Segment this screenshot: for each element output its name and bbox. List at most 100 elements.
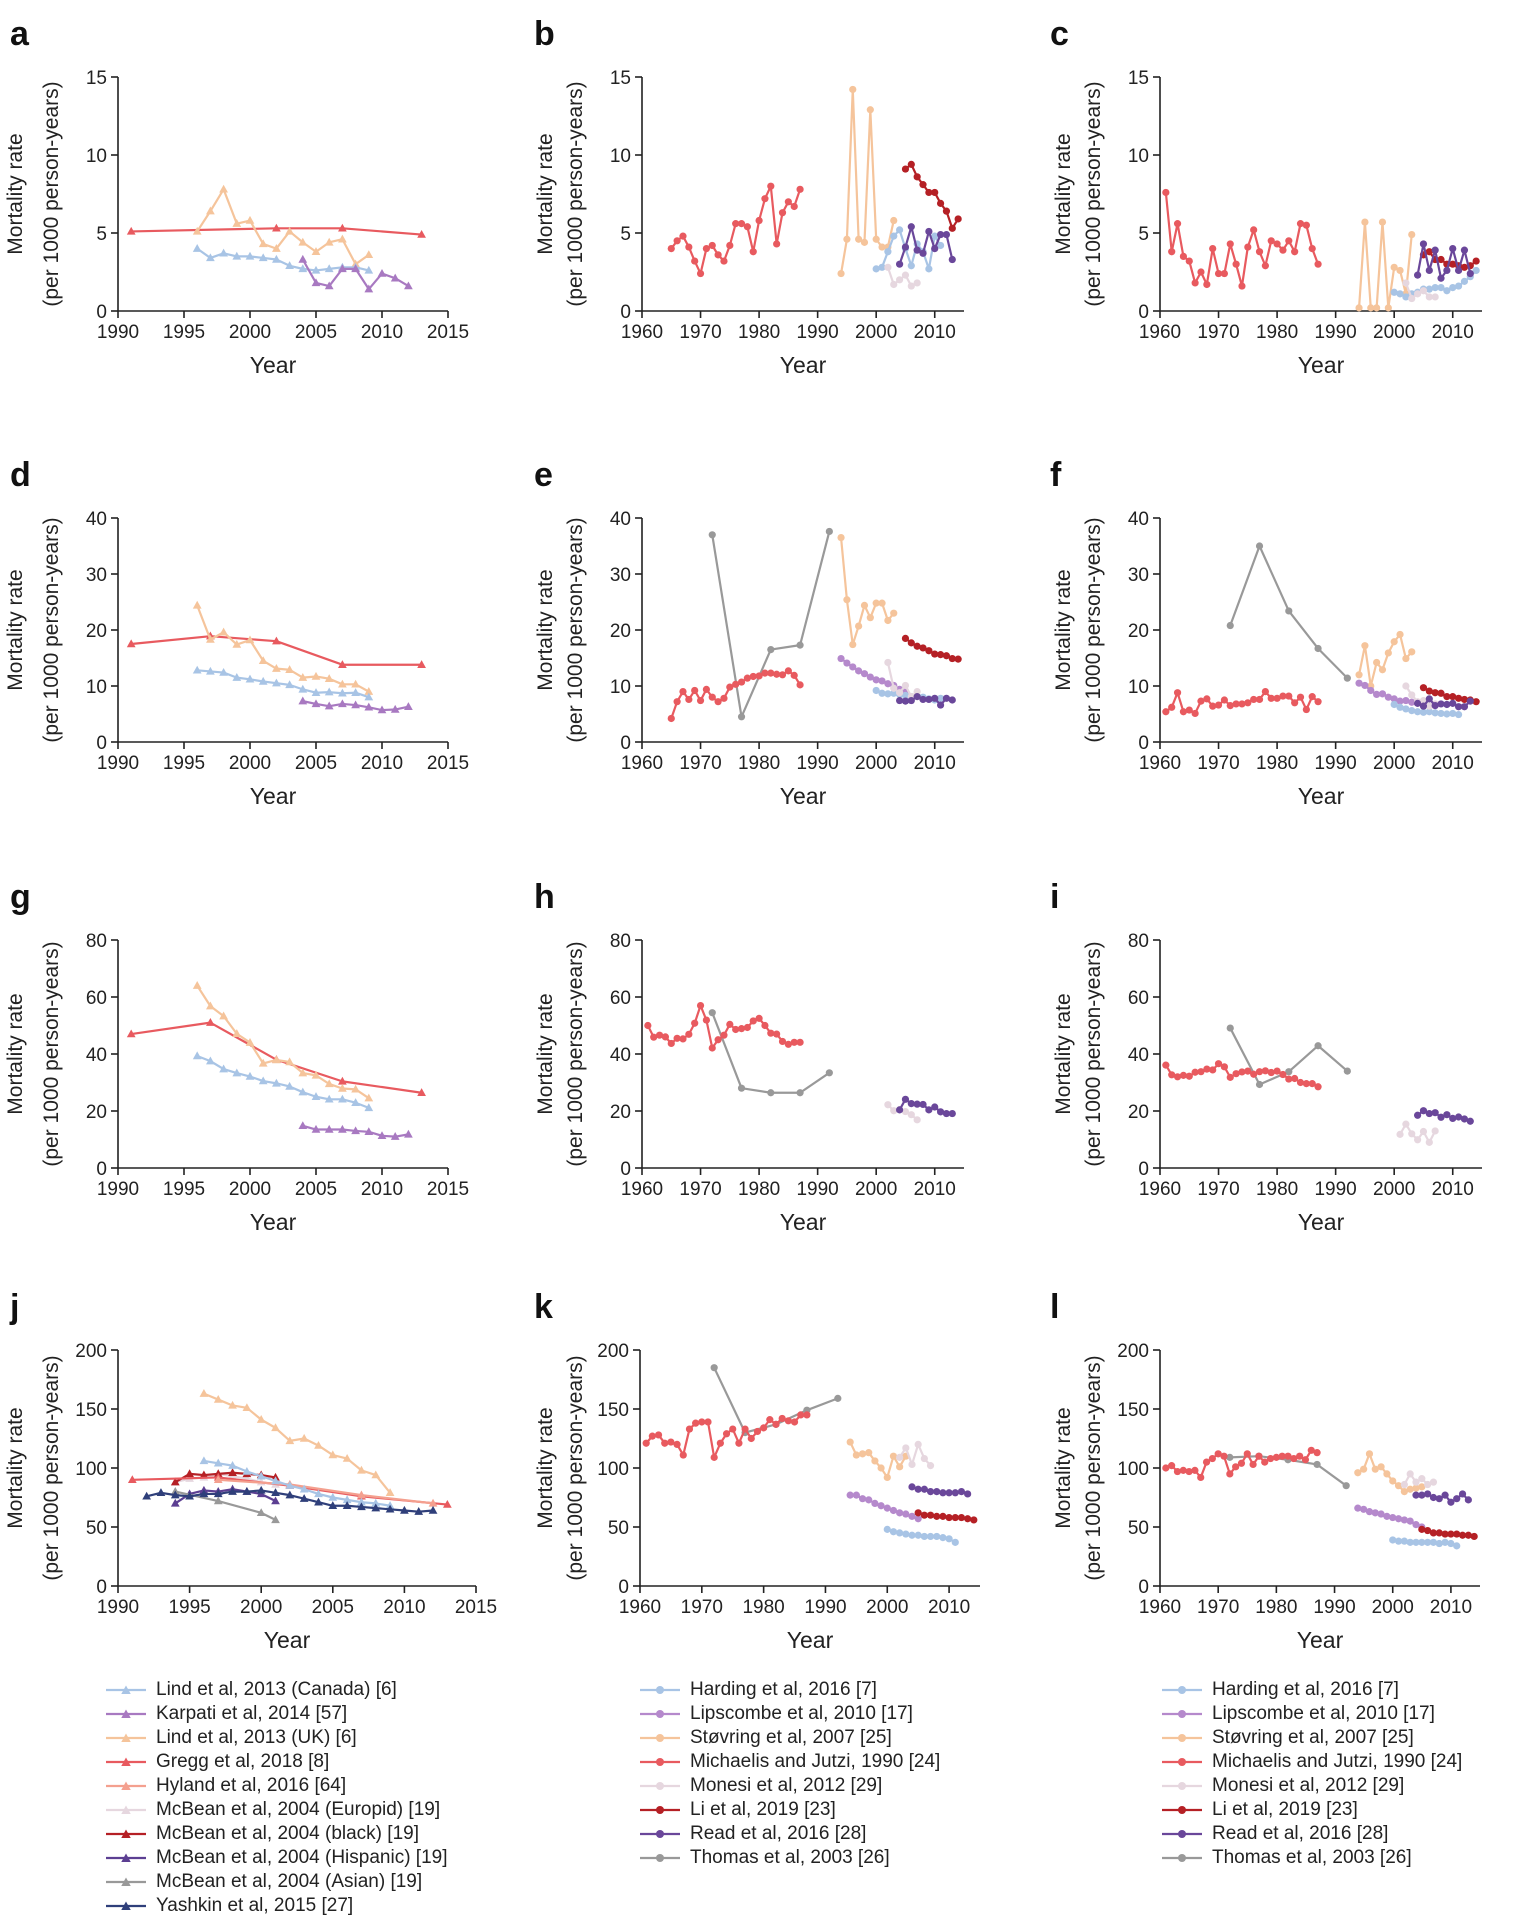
data-point <box>855 622 863 630</box>
data-point <box>324 1079 334 1088</box>
data-point <box>884 1101 892 1109</box>
data-point <box>324 237 334 246</box>
data-point <box>667 245 675 253</box>
series-karpati-et-al-2014-57 <box>298 696 413 714</box>
x-tick-label: 1990 <box>97 753 139 774</box>
data-point <box>1367 686 1375 695</box>
y-axis-sublabel: (per 1000 person-years) <box>564 81 587 306</box>
data-point <box>883 1525 891 1533</box>
data-point <box>256 1415 266 1423</box>
data-point <box>767 182 775 190</box>
data-point <box>1168 1462 1176 1470</box>
data-point <box>737 220 746 228</box>
data-point <box>884 616 892 625</box>
y-tick-label: 100 <box>75 1459 107 1480</box>
x-tick-label: 2010 <box>361 322 403 343</box>
legend-label: McBean et al, 2004 (Europid) [19] <box>156 1799 441 1820</box>
legend-swatch-icon <box>1162 1734 1202 1742</box>
series-lind-et-al-2013-canada-6 <box>192 1051 374 1112</box>
legend-label: Karpati et al, 2014 [57] <box>156 1703 348 1724</box>
legend-label: Harding et al, 2016 [7] <box>690 1679 877 1700</box>
data-point <box>311 247 321 255</box>
data-point <box>1458 1490 1467 1498</box>
data-point <box>884 690 892 698</box>
data-point <box>1377 1510 1385 1518</box>
data-point <box>790 1038 798 1046</box>
data-point <box>311 699 321 708</box>
data-point <box>691 257 699 265</box>
data-point <box>908 1483 916 1491</box>
x-tick-label: 2010 <box>1432 753 1474 774</box>
data-point <box>1419 708 1428 716</box>
data-point <box>1425 248 1433 256</box>
data-point <box>351 1098 360 1106</box>
y-tick-label: 30 <box>1128 565 1149 586</box>
series-li-et-al-2019-23 <box>914 1509 978 1524</box>
data-point <box>256 1508 266 1517</box>
legend-left-item: Gregg et al, 2018 [8] <box>106 1750 448 1774</box>
y-axis-label: Mortality rate <box>1052 1407 1075 1528</box>
data-point <box>951 1538 959 1546</box>
data-point <box>1460 277 1469 285</box>
data-point <box>907 1111 915 1119</box>
data-point <box>298 237 308 246</box>
data-point <box>338 679 347 688</box>
data-point <box>1418 1538 1426 1546</box>
legend-swatch-icon <box>1162 1854 1202 1862</box>
data-point <box>1226 1024 1234 1032</box>
data-point <box>896 1463 904 1471</box>
data-point <box>1378 690 1387 698</box>
data-point <box>1238 282 1246 290</box>
data-point <box>931 1103 939 1111</box>
legend-right-duplicate-item: Støvring et al, 2007 [25] <box>1162 1726 1462 1750</box>
data-point <box>1419 287 1428 295</box>
data-point <box>1408 691 1416 699</box>
data-point <box>1472 698 1480 706</box>
data-point <box>948 1109 956 1118</box>
data-point <box>285 1436 295 1445</box>
panel-f: f 0 10 20 30 40 1960 1970 1980 1990 2000 2010 Year Mo… <box>1050 456 1482 809</box>
data-point <box>714 1036 722 1044</box>
data-point <box>417 660 426 668</box>
legend-label: Read et al, 2016 [28] <box>690 1823 867 1844</box>
data-point <box>1285 1068 1293 1076</box>
panel-letter-c: c <box>1050 15 1069 53</box>
data-point <box>170 1477 180 1486</box>
data-point <box>258 656 268 665</box>
data-point <box>907 223 915 231</box>
series-michaelis-and-jutzi-1990-24 <box>1162 688 1322 718</box>
data-point <box>716 1439 724 1447</box>
data-point <box>654 1431 663 1439</box>
x-tick-label: 2015 <box>427 322 469 343</box>
y-axis-sublabel: (per 1000 person-years) <box>1082 81 1105 306</box>
data-point <box>404 281 413 290</box>
data-point <box>1429 1538 1438 1546</box>
data-point <box>698 1418 706 1426</box>
data-point <box>737 678 746 686</box>
panel-l: l 0 50 100 150 200 1960 1970 1980 1990 2000 2010 Yea… <box>1050 1288 1480 1653</box>
data-point <box>907 160 915 168</box>
data-point <box>685 243 693 251</box>
x-tick-label: 2000 <box>229 753 271 774</box>
data-point <box>858 1495 867 1503</box>
x-tick-label: 2010 <box>383 1597 425 1618</box>
data-point <box>1232 260 1240 268</box>
data-point <box>1267 1068 1275 1077</box>
legend-right-duplicate-item: Lipscombe et al, 2010 [17] <box>1162 1702 1462 1726</box>
data-point <box>299 1433 309 1442</box>
data-point <box>1466 697 1474 705</box>
data-point <box>1408 1130 1416 1138</box>
data-point <box>732 680 740 688</box>
series-line <box>196 604 370 693</box>
data-point <box>925 227 933 236</box>
data-point <box>1414 699 1422 707</box>
data-point <box>1367 304 1375 312</box>
data-point <box>685 695 693 704</box>
data-point <box>890 684 898 692</box>
data-point <box>1214 1450 1222 1458</box>
x-tick-label: 2010 <box>1432 1179 1474 1200</box>
data-point <box>338 688 347 697</box>
data-point <box>1173 689 1182 697</box>
panel-letter-l: l <box>1050 1288 1059 1326</box>
legend-left: Lind et al, 2013 (Canada) [6] Karpati et … <box>106 1678 448 1918</box>
